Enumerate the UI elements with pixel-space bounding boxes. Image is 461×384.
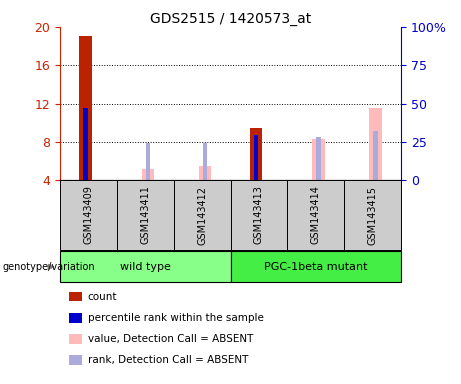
Bar — [250, 127, 262, 180]
Text: percentile rank within the sample: percentile rank within the sample — [88, 313, 264, 323]
Bar — [174, 180, 230, 250]
Bar — [199, 166, 211, 180]
Bar — [287, 180, 344, 250]
Bar — [344, 180, 401, 250]
Text: GSM143412: GSM143412 — [197, 185, 207, 245]
Text: GSM143414: GSM143414 — [311, 185, 321, 245]
Text: count: count — [88, 292, 117, 302]
Bar — [230, 252, 401, 283]
Text: value, Detection Call = ABSENT: value, Detection Call = ABSENT — [88, 334, 253, 344]
Bar — [117, 180, 174, 250]
Bar — [254, 136, 258, 180]
Bar — [146, 143, 150, 180]
Text: GSM143413: GSM143413 — [254, 185, 264, 245]
Text: genotype/variation: genotype/variation — [2, 262, 95, 272]
Bar — [369, 109, 382, 180]
Text: GSM143409: GSM143409 — [83, 185, 94, 245]
Text: PGC-1beta mutant: PGC-1beta mutant — [264, 262, 367, 272]
Bar — [60, 252, 230, 283]
Bar — [83, 108, 88, 180]
Text: rank, Detection Call = ABSENT: rank, Detection Call = ABSENT — [88, 355, 248, 365]
Bar — [230, 180, 287, 250]
Bar — [313, 139, 325, 180]
Title: GDS2515 / 1420573_at: GDS2515 / 1420573_at — [150, 12, 311, 26]
Bar — [60, 180, 117, 250]
Text: GSM143415: GSM143415 — [367, 185, 378, 245]
Bar — [316, 137, 321, 180]
Bar — [79, 36, 92, 180]
Bar — [373, 131, 378, 180]
Bar — [203, 143, 207, 180]
Text: GSM143411: GSM143411 — [140, 185, 150, 245]
Text: wild type: wild type — [120, 262, 171, 272]
Bar — [142, 169, 154, 180]
